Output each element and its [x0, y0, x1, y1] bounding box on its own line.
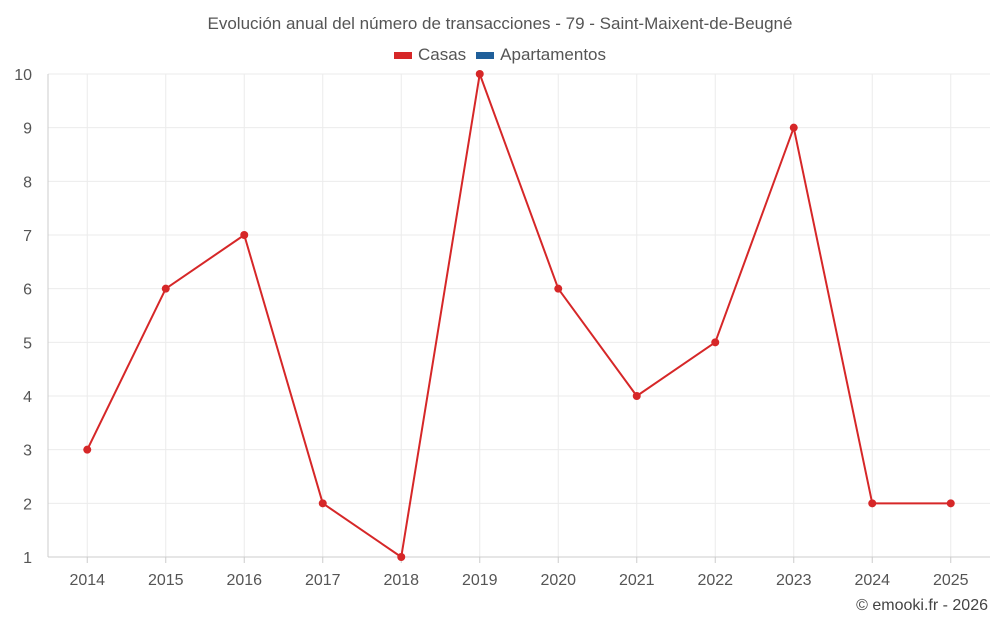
legend-label-apartamentos: Apartamentos [500, 45, 607, 64]
data-point [711, 338, 720, 347]
legend-item-apartamentos[interactable]: Apartamentos [476, 45, 606, 65]
x-tick-label: 2025 [933, 572, 969, 589]
y-tick-label: 8 [23, 174, 32, 191]
x-tick-label: 2016 [226, 572, 262, 589]
copyright-footer: © emooki.fr - 2026 [856, 597, 988, 614]
data-point [475, 70, 484, 78]
legend-label-casas: Casas [417, 45, 467, 64]
x-tick-label: 2021 [619, 572, 655, 589]
x-tick-label: 2024 [854, 572, 890, 589]
data-point [554, 284, 563, 293]
data-point [318, 499, 327, 508]
data-point [397, 553, 406, 561]
data-point [161, 284, 170, 293]
y-tick-label: 6 [23, 282, 32, 299]
series-line-casas [86, 73, 951, 558]
y-tick-label: 4 [23, 389, 32, 406]
data-point [83, 445, 92, 454]
chart-legend: Casas Apartamentos [0, 45, 1000, 65]
y-tick-label: 5 [23, 335, 32, 352]
legend-swatch-casas [393, 51, 412, 59]
y-tick-label: 1 [23, 550, 32, 567]
x-tick-label: 2014 [69, 572, 105, 589]
y-tick-label: 10 [14, 67, 32, 84]
data-point [946, 499, 955, 508]
x-tick-label: 2017 [305, 572, 341, 589]
x-tick-label: 2023 [776, 572, 812, 589]
y-tick-label: 3 [23, 443, 32, 460]
legend-swatch-apartamentos [476, 51, 495, 59]
data-point [632, 392, 641, 400]
chart-title: Evolución anual del número de transaccio… [207, 14, 793, 33]
legend-item-casas[interactable]: Casas [393, 45, 467, 65]
x-tick-label: 2015 [148, 572, 184, 589]
data-point [789, 123, 798, 132]
x-tick-label: 2018 [383, 572, 419, 589]
x-tick-label: 2020 [540, 572, 576, 589]
data-point [868, 499, 877, 508]
y-tick-label: 2 [23, 496, 32, 513]
x-tick-label: 2022 [697, 572, 733, 589]
y-tick-label: 7 [23, 228, 32, 245]
y-tick-label: 9 [23, 121, 32, 138]
data-point [240, 231, 249, 239]
x-tick-label: 2019 [462, 572, 498, 589]
